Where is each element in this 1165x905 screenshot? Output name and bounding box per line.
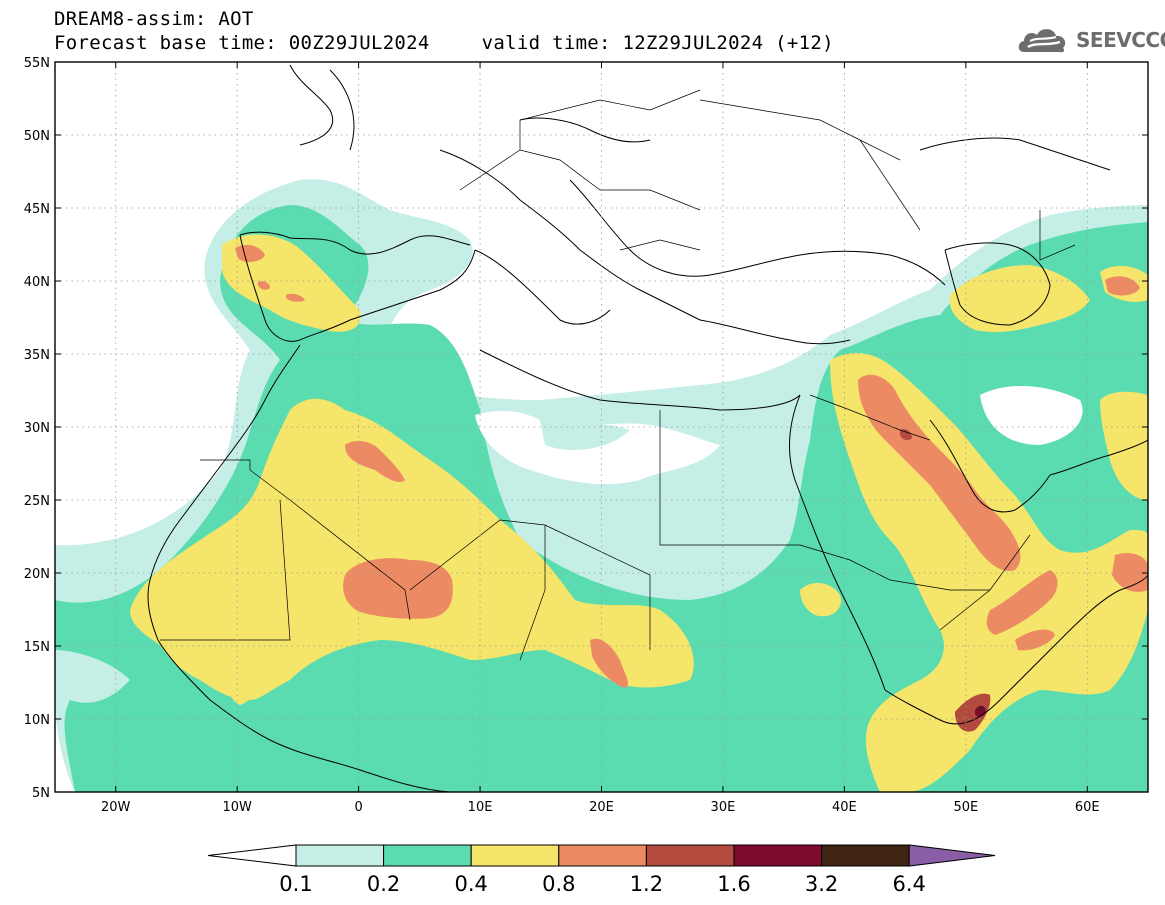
map-title: DREAM8-assim: AOT: [54, 8, 254, 30]
colorbar-label: 1.2: [630, 872, 663, 896]
lon-tick-label: 30E: [711, 800, 736, 815]
lat-tick-label: 20N: [24, 567, 50, 582]
base-time: Forecast base time: 00Z29JUL2024: [54, 32, 430, 54]
colorbar-label: 0.8: [542, 872, 575, 896]
latitude-axis: 55N 50N 45N 40N 35N 30N 25N 20N 15N 10N 5N: [24, 56, 1148, 801]
lon-tick-label: 40E: [832, 800, 857, 815]
lat-tick-label: 50N: [24, 129, 50, 144]
lon-tick-label: 0: [354, 800, 362, 815]
colorbar-label: 6.4: [892, 872, 925, 896]
colorbar-label: 0.2: [367, 872, 400, 896]
lon-tick-label: 10W: [222, 800, 252, 815]
colorbar-segment: [558, 844, 647, 867]
lon-tick-label: 50E: [953, 800, 978, 815]
colorbar-segment: [295, 844, 385, 867]
lon-tick-label: 10E: [468, 800, 493, 815]
map-subtitle: Forecast base time: 00Z29JUL2024 valid ti…: [54, 32, 834, 54]
lat-tick-label: 25N: [24, 494, 50, 509]
coastlines: [147, 64, 1148, 792]
aot-field: [55, 62, 1148, 792]
lat-tick-label: 40N: [24, 275, 50, 290]
colorbar-label: 3.2: [805, 872, 838, 896]
aot-level-1.2: [900, 429, 991, 732]
colorbar-segment: [645, 844, 735, 867]
colorbar: 0.1 0.2 0.4 0.8 1.2 1.6 3.2 6.4: [207, 844, 996, 896]
aot-level-3.2: [979, 706, 983, 712]
graticule: [55, 62, 1148, 792]
colorbar-segment: [470, 844, 560, 867]
logo-text: SEEVCCC: [1076, 28, 1165, 52]
colorbar-label: 1.6: [717, 872, 750, 896]
seevccc-logo: SEEVCCC: [1016, 22, 1165, 58]
lat-tick-label: 5N: [32, 786, 50, 801]
colorbar-segment: [821, 844, 910, 867]
longitude-axis: 20W 10W 0 10E 20E 30E 40E 50E 60E: [101, 62, 1100, 815]
colorbar-segment: [383, 844, 472, 867]
country-borders: [160, 89, 1076, 661]
lat-tick-label: 30N: [24, 421, 50, 436]
lon-tick-label: 20W: [101, 800, 131, 815]
lat-tick-label: 35N: [24, 348, 50, 363]
lat-tick-label: 15N: [24, 640, 50, 655]
lon-tick-label: 20E: [589, 800, 614, 815]
colorbar-label: 0.1: [279, 872, 312, 896]
lat-tick-label: 10N: [24, 713, 50, 728]
lat-tick-label: 45N: [24, 202, 50, 217]
valid-time: valid time: 12Z29JUL2024 (+12): [481, 32, 834, 54]
colorbar-segment: [733, 844, 823, 867]
cloud-icon: [1018, 29, 1066, 53]
lat-tick-label: 55N: [24, 56, 50, 71]
lon-tick-label: 60E: [1075, 800, 1100, 815]
colorbar-over-triangle: [908, 844, 996, 867]
colorbar-label: 0.4: [454, 872, 487, 896]
colorbar-under-triangle: [207, 844, 297, 867]
aot-level-0.8: [235, 244, 1148, 688]
